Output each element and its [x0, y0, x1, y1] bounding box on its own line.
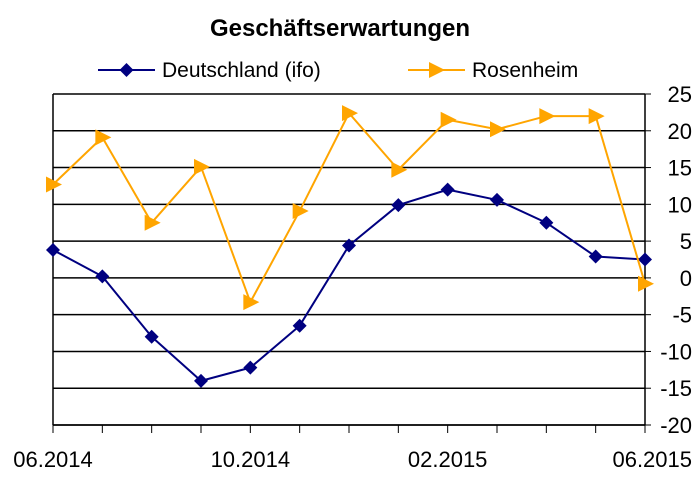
- legend-item-deutschland: Deutschland (ifo): [98, 59, 321, 82]
- legend-item-rosenheim: Rosenheim: [408, 59, 578, 82]
- y-tick-label: 20: [668, 119, 692, 144]
- data-point: [638, 275, 654, 292]
- axes: [52, 94, 646, 433]
- y-axis-tick-labels: 25 20 15 10 5 0 -5 -10 -15 -20: [660, 82, 692, 438]
- data-point: [588, 249, 603, 264]
- data-point: [46, 176, 62, 193]
- chart-title: Geschäftserwartungen: [210, 15, 470, 42]
- data-point: [243, 360, 258, 375]
- y-tick-label: 0: [680, 266, 692, 291]
- y-tick-label: -20: [660, 413, 692, 438]
- legend-label-rosenheim: Rosenheim: [472, 59, 578, 82]
- y-tick-label: 5: [680, 229, 692, 254]
- data-point: [194, 373, 208, 388]
- data-point: [292, 202, 309, 219]
- legend-label-deutschland: Deutschland (ifo): [162, 59, 321, 82]
- data-point: [194, 158, 210, 175]
- data-point: [342, 238, 356, 253]
- data-point: [638, 252, 652, 267]
- series-layer: [46, 105, 654, 388]
- x-tick-label: 06.2014: [13, 447, 93, 472]
- data-point: [342, 105, 358, 122]
- data-point: [539, 108, 556, 125]
- data-point: [440, 182, 455, 197]
- data-point: [391, 161, 408, 178]
- x-tick-label: 02.2015: [408, 447, 488, 472]
- y-tick-label: 15: [668, 156, 692, 181]
- legend: Deutschland (ifo) Rosenheim: [98, 59, 578, 82]
- series-rosenheim: [46, 105, 654, 311]
- data-point: [490, 121, 506, 138]
- data-point: [490, 192, 504, 207]
- x-axis-tick-labels: 06.2014 10.2014 02.2015 06.2015: [13, 447, 692, 472]
- data-point: [539, 215, 554, 230]
- y-tick-label: -10: [660, 339, 692, 364]
- data-point: [46, 242, 60, 257]
- legend-marker-deutschland: [119, 63, 134, 77]
- data-point: [95, 269, 110, 284]
- data-point: [144, 214, 161, 231]
- data-point: [391, 198, 406, 213]
- series-line: [52, 112, 646, 304]
- y-tick-label: 25: [668, 82, 692, 107]
- y-tick-label: -15: [660, 376, 692, 401]
- data-point: [588, 108, 605, 125]
- y-tick-label: 10: [668, 192, 692, 217]
- data-point: [292, 318, 307, 333]
- data-point: [440, 111, 457, 128]
- series-deutschland-ifo: [46, 182, 652, 388]
- legend-marker-rosenheim: [429, 62, 445, 78]
- data-point: [144, 329, 159, 344]
- data-point: [95, 129, 112, 146]
- gridlines: [53, 93, 651, 426]
- y-tick-label: -5: [672, 303, 692, 328]
- x-tick-label: 10.2014: [211, 447, 291, 472]
- x-tick-label: 06.2015: [612, 447, 692, 472]
- data-point: [243, 294, 260, 311]
